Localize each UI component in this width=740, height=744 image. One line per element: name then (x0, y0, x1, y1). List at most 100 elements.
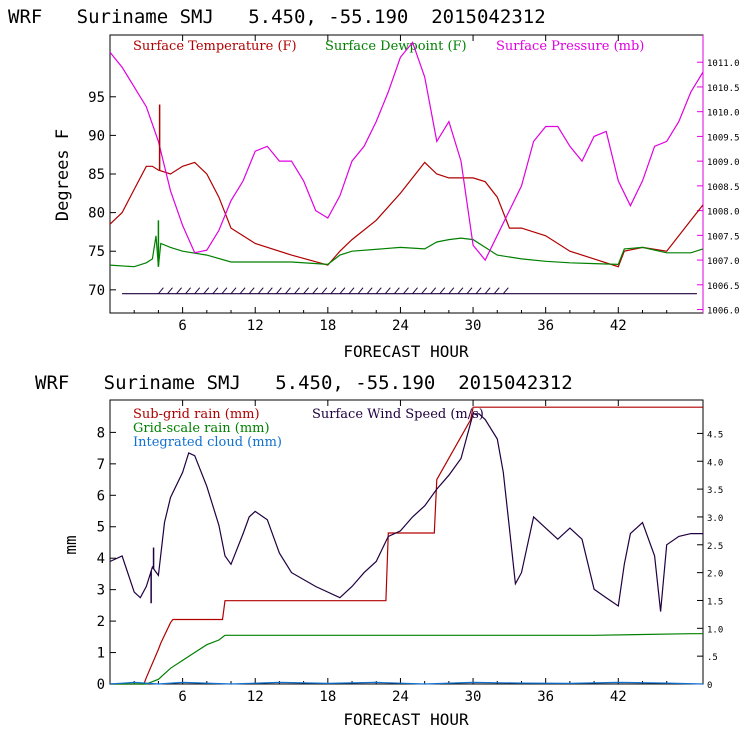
series-integrated-cloud-mm (109, 681, 704, 685)
x-tick-label-18: 18 (319, 689, 336, 705)
x-tick-label-6: 6 (178, 689, 186, 705)
y2-tick-label-1-0: 1.0 (707, 625, 723, 635)
legend-surface-temperature: Surface Temperature (F) (133, 39, 297, 54)
wind-barb (375, 287, 382, 295)
y-tick-label-2: 2 (97, 614, 105, 630)
wind-barb (167, 287, 173, 295)
top-x-axis-ticks: 6 12 18 24 30 36 42 (133, 35, 668, 334)
legend-subgrid-rain: Sub-grid rain (mm) (133, 407, 260, 422)
y2-tick-label-1006-5: 1006.5 (707, 282, 740, 292)
x-tick-label-30: 30 (465, 689, 482, 705)
wind-barb (421, 287, 428, 295)
x-tick-label-36: 36 (537, 689, 554, 705)
wind-barb (394, 287, 400, 295)
top-chart-title: WRF Suriname SMJ 5.450, -55.190 20150423… (8, 6, 546, 28)
wind-barb (348, 287, 355, 295)
wind-barb (230, 287, 237, 295)
wind-barb (339, 287, 346, 295)
top-y-axis-label: Degrees F (53, 129, 73, 221)
bottom-x-axis-ticks: 6 12 18 24 30 36 42 (133, 400, 668, 705)
wind-barb (403, 287, 409, 295)
wind-barb (176, 287, 182, 295)
series-surface-temperature-f (109, 161, 704, 268)
legend-gridscale-rain: Grid-scale rain (mm) (133, 421, 270, 436)
series-surface-wind-speed-m-s (109, 413, 703, 612)
series-sub-grid-rain-mm (110, 406, 703, 685)
y2-tick-label-1009-5: 1009.5 (707, 133, 740, 143)
x-tick-label-18: 18 (319, 318, 336, 334)
y2-tick-label-5: .5 (707, 653, 718, 663)
y2-tick-label-4-0: 4.0 (707, 458, 723, 468)
wind-barbs (122, 287, 697, 295)
x-tick-label-6: 6 (178, 318, 186, 334)
wind-barb (466, 287, 473, 295)
top-plot-frame (109, 34, 704, 314)
y-tick-label-3: 3 (97, 583, 105, 599)
y2-tick-label-1011-0: 1011.0 (707, 59, 740, 69)
y2-tick-label-3-5: 3.5 (707, 486, 723, 496)
legend-surface-dewpoint: Surface Dewpoint (F) (325, 39, 467, 54)
y-tick-label-5: 5 (97, 520, 105, 536)
legend-surface-pressure: Surface Pressure (mb) (496, 39, 644, 54)
wind-barb (185, 287, 192, 295)
precipitation-panel: WRF Suriname SMJ 5.450, -55.190 20150423… (35, 372, 723, 729)
y2-tick-label-2-5: 2.5 (707, 542, 723, 552)
wind-barb (212, 287, 219, 295)
y2-tick-label-1009-0: 1009.0 (707, 158, 740, 168)
y2-tick-label-1010-5: 1010.5 (707, 84, 740, 94)
bottom-y-axis-label: mm (61, 535, 80, 554)
x-tick-label-12: 12 (247, 318, 264, 334)
wind-barb (194, 287, 201, 295)
y-tick-label-6: 6 (97, 488, 105, 504)
y-tick-label-85: 85 (88, 167, 105, 183)
x-tick-label-36: 36 (537, 318, 554, 334)
wind-barb (266, 287, 273, 295)
wind-barb (366, 287, 373, 295)
wind-barb (357, 287, 364, 295)
bottom-x-axis-label: FORECAST HOUR (343, 710, 469, 729)
wind-barb (484, 287, 491, 295)
wind-barb (312, 287, 319, 295)
y2-tick-label-2-0: 2.0 (707, 570, 723, 580)
wind-barb (276, 287, 282, 295)
wind-barb (412, 287, 418, 295)
x-tick-label-12: 12 (247, 689, 264, 705)
x-tick-label-42: 42 (610, 318, 627, 334)
y-tick-label-70: 70 (88, 283, 105, 299)
y-tick-label-0: 0 (97, 677, 105, 693)
wind-barb (285, 287, 291, 295)
series-grid-scale-rain-mm (110, 633, 703, 685)
wind-barb (158, 287, 164, 295)
y2-tick-label-1007-0: 1007.0 (707, 257, 740, 267)
legend-integrated-cloud: Integrated cloud (mm) (133, 435, 282, 450)
wind-barb (294, 287, 300, 295)
wind-barb (502, 287, 509, 295)
y2-tick-label-1006-0: 1006.0 (707, 307, 740, 317)
wind-barb (221, 287, 228, 295)
top-series-group (109, 41, 704, 268)
y2-tick-label-4-5: 4.5 (707, 430, 723, 440)
y2-tick-label-1010-0: 1010.0 (707, 109, 740, 119)
top-y-axis-ticks: 70 75 80 85 90 95 (88, 90, 116, 299)
bottom-series-group (109, 406, 704, 685)
top-pressure-axis-ticks: 1006.0 1006.5 1007.0 1007.5 1008.0 1008.5 1009… (697, 59, 740, 317)
legend-surface-wind-speed: Surface Wind Speed (m/s) (312, 407, 484, 422)
wind-barb (384, 287, 391, 295)
top-x-axis-label: FORECAST HOUR (343, 342, 469, 361)
wind-barb (439, 287, 446, 295)
wind-barb (257, 287, 264, 295)
wind-barb (448, 287, 455, 295)
y2-tick-label-1008-5: 1008.5 (707, 183, 740, 193)
y2-tick-label-1008-0: 1008.0 (707, 208, 740, 218)
wind-barb (248, 287, 255, 295)
y2-tick-label-3-0: 3.0 (707, 514, 723, 524)
y-tick-label-1: 1 (97, 646, 105, 662)
x-tick-label-24: 24 (392, 689, 409, 705)
wind-barb (321, 287, 328, 295)
bottom-chart-title: WRF Suriname SMJ 5.450, -55.190 20150423… (35, 372, 573, 394)
y2-tick-label-1007-5: 1007.5 (707, 232, 740, 242)
wind-barb (475, 287, 482, 295)
wind-barb (330, 287, 337, 295)
x-tick-label-30: 30 (465, 318, 482, 334)
wind-barb (303, 287, 310, 295)
